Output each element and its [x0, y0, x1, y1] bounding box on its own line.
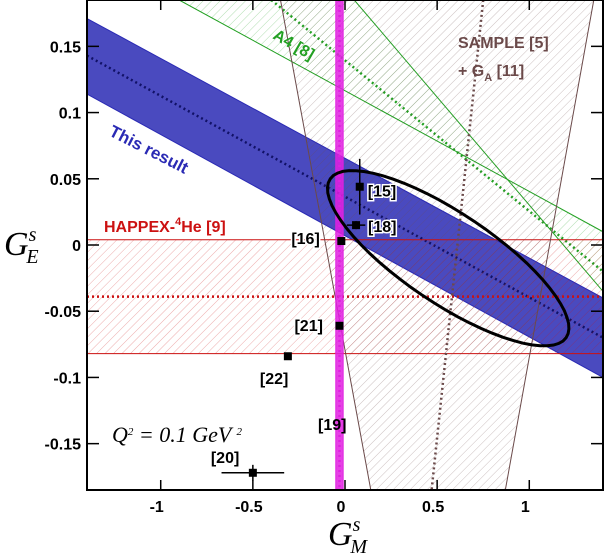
x-tick-label: -0.5 [235, 499, 263, 516]
sample-label: SAMPLE [5] [458, 35, 549, 52]
point [283, 352, 292, 361]
sample-ga-label-part: + G [458, 63, 484, 80]
y-axis-label: Gs E [4, 224, 39, 268]
ellipse [325, 169, 571, 348]
happex-label-part: He [9] [181, 219, 225, 236]
point-label: [16] [291, 231, 319, 248]
point-label: [21] [294, 318, 322, 335]
point-label: [18] [368, 219, 396, 236]
point [355, 182, 364, 191]
happex-label-part: HAPPEX- [104, 219, 175, 236]
x-tick-label: -1 [150, 499, 164, 516]
band-edge [504, 0, 595, 490]
x-axis-label-sub: M [349, 536, 368, 558]
q2-label-part: 2 [236, 426, 242, 438]
band [280, 0, 594, 490]
sample-ga-label-part: [11] [492, 63, 524, 80]
y-tick-label: 0.05 [50, 172, 81, 189]
x-tick-label: 0.5 [422, 499, 444, 516]
x-axis-label-sup: s [353, 514, 361, 536]
point [335, 321, 344, 330]
y-tick-label: -0.1 [53, 370, 81, 387]
q2-label-part: Q [112, 422, 128, 447]
y-tick-label: 0.1 [59, 106, 81, 123]
band-center [430, 0, 485, 490]
y-tick-label: -0.05 [45, 304, 82, 321]
y-tick-label: 0.15 [50, 39, 81, 56]
y-axis-label-sup: s [29, 224, 37, 246]
plot-area [87, 0, 603, 490]
q2-label-part: 2 [128, 426, 134, 438]
sample-ga-label-part: A [484, 72, 492, 84]
band-edge [280, 0, 372, 490]
ref19-label: [19] [318, 417, 346, 434]
point [337, 237, 346, 246]
x-tick-label: 0 [337, 499, 346, 516]
sample-ga-label: + GA [11] [458, 63, 524, 84]
y-tick-label: 0 [72, 238, 81, 255]
q2-label-part: = 0.1 GeV [133, 422, 236, 447]
happex-label-part: 4 [175, 216, 182, 228]
point [248, 468, 257, 477]
point-label: [15] [368, 184, 396, 201]
x-axis-label: Gs M [328, 514, 368, 558]
point-label: [20] [211, 450, 239, 467]
y-tick-label: -0.15 [45, 437, 82, 454]
happex-label: HAPPEX-4He [9] [104, 216, 226, 236]
y-axis-label-sub: E [25, 246, 38, 268]
x-axis-label-base: G [328, 516, 353, 553]
x-tick-label: 1 [521, 499, 530, 516]
q2-label: Q2 = 0.1 GeV 2 [112, 422, 242, 447]
y-axis-label-base: G [4, 226, 29, 263]
point-label: [22] [260, 371, 288, 388]
point [352, 221, 361, 230]
